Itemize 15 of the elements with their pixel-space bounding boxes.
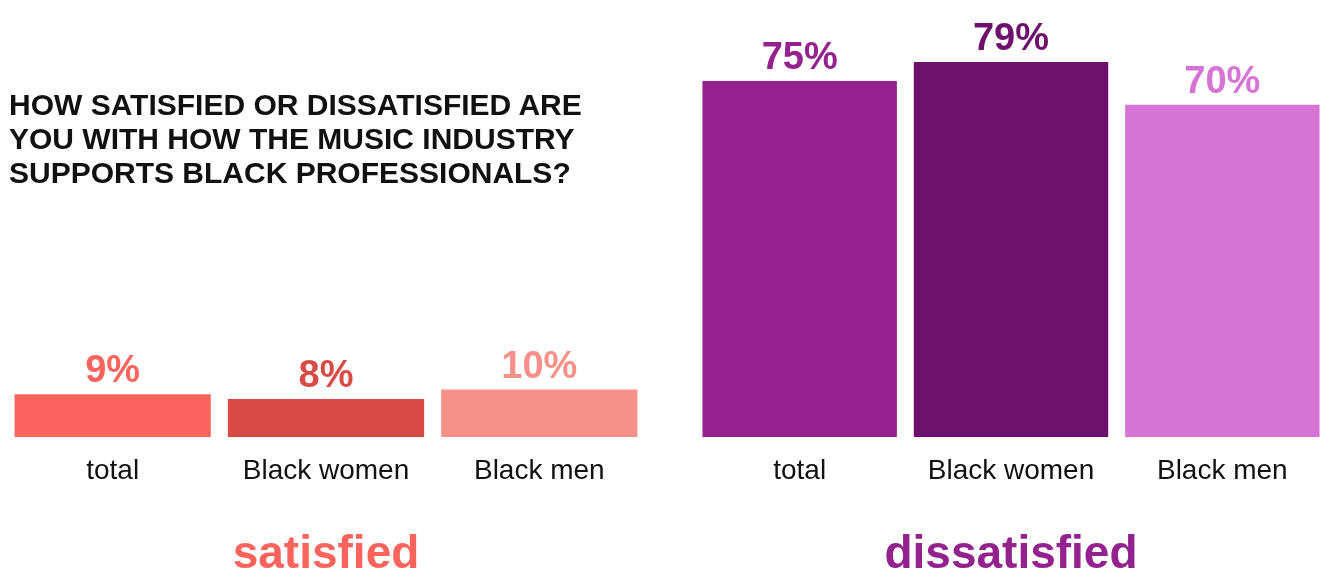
data-label: 9% [85,348,141,391]
x-tick-label: Black men [1156,453,1288,485]
x-tick-label: Black women [242,453,410,485]
data-label: 8% [298,353,354,396]
chart-title: HOW SATISFIED OR DISSATISFIED ARE YOU WITH HOW THE MUSIC INDUSTRY SUPPORTS BLACK PROFESSIONALS? [9,87,591,189]
data-label: 10% [501,343,578,386]
x-tick-label: total [86,453,140,485]
x-tick-label: Black men [473,453,605,485]
x-axis-title: dissatisfied [884,526,1138,578]
x-axis-title: satisfied [232,526,420,578]
data-label: 75% [761,34,838,77]
x-tick-label: total [773,453,827,485]
data-label: 79% [972,16,1050,58]
data-label: 70% [1184,58,1261,101]
x-tick-label: Black women [927,453,1095,485]
